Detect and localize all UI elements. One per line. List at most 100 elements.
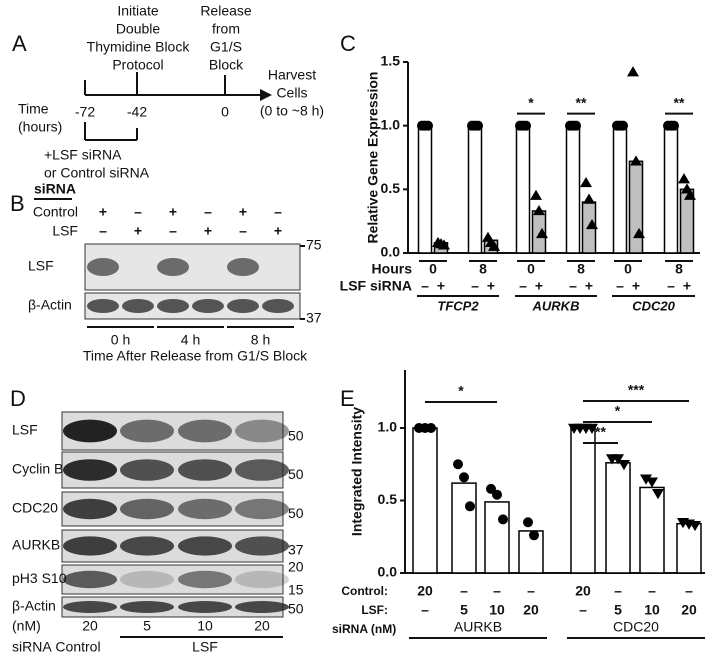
marker-label: 50 xyxy=(288,466,304,482)
band xyxy=(178,536,232,556)
bar xyxy=(570,427,596,574)
x-tick-label: + xyxy=(585,278,593,294)
caption: Time After Release from G1/S Block xyxy=(83,348,308,364)
blot-label: LSF xyxy=(12,422,38,438)
bar xyxy=(676,522,702,574)
sign: – xyxy=(134,204,142,220)
sign: + xyxy=(169,204,177,220)
x-tick-label: 0 xyxy=(624,261,632,277)
sign: + xyxy=(274,223,282,239)
row-value: 20 xyxy=(523,602,539,618)
dose: 5 xyxy=(143,618,151,634)
sign: – xyxy=(274,204,282,220)
row-value: – xyxy=(493,583,501,599)
x-tick-label: 0 xyxy=(527,261,535,277)
data-point xyxy=(612,454,624,465)
row-value: – xyxy=(527,583,535,599)
row-value: – xyxy=(685,583,693,599)
data-point xyxy=(529,530,539,541)
x-tick-label: – xyxy=(471,278,479,294)
annotation: (0 to ~8 h) xyxy=(260,103,324,119)
band xyxy=(120,536,174,556)
blot-label: LSF xyxy=(28,258,54,274)
marker-label: 75 xyxy=(306,237,322,253)
blot-label: β-Actin xyxy=(28,297,72,313)
data-point xyxy=(646,477,658,488)
row-label: LSF: xyxy=(361,603,388,617)
band xyxy=(120,498,174,520)
data-point xyxy=(453,459,463,470)
band xyxy=(63,601,117,613)
bar xyxy=(417,124,433,254)
row-value: – xyxy=(460,583,468,599)
data-point xyxy=(530,189,542,200)
header: siRNA xyxy=(34,181,76,197)
row-label: LSF siRNA xyxy=(340,278,412,294)
row-label: siRNA (nM) xyxy=(332,622,396,636)
x-tick-label: + xyxy=(632,278,640,294)
x-tick-label: – xyxy=(667,278,675,294)
data-point xyxy=(459,472,469,483)
bar xyxy=(451,482,477,574)
marker-label: 37 xyxy=(288,542,304,558)
x-tick-label: 0 xyxy=(429,261,437,277)
band xyxy=(63,498,117,520)
x-tick-label: + xyxy=(683,278,691,294)
y-axis-label: Relative Gene Expression xyxy=(365,72,381,244)
band xyxy=(227,299,259,313)
significance: ** xyxy=(576,94,587,110)
data-point xyxy=(536,227,548,239)
data-point xyxy=(492,489,502,500)
annotation: +LSF siRNA xyxy=(44,147,122,163)
row-value: 10 xyxy=(489,602,505,618)
x-tick-label: 8 xyxy=(675,261,683,277)
band xyxy=(157,299,189,313)
row-value: – xyxy=(648,583,656,599)
annotation: Thymidine Block xyxy=(87,39,191,55)
panel-letter: A xyxy=(12,31,27,56)
data-point xyxy=(586,218,598,230)
y-tick-label: 0.5 xyxy=(378,491,398,507)
row-label: Control xyxy=(33,204,78,220)
sign: – xyxy=(204,204,212,220)
data-point xyxy=(423,120,433,131)
tick-label: -42 xyxy=(127,104,147,120)
data-point xyxy=(633,227,645,239)
annotation: or Control siRNA xyxy=(44,165,150,181)
blot-label: CDC20 xyxy=(12,500,58,516)
x-tick-label: – xyxy=(519,278,527,294)
data-point xyxy=(473,120,483,131)
annotation: Double xyxy=(116,21,161,37)
bar xyxy=(612,124,628,254)
band xyxy=(120,459,174,481)
band xyxy=(227,258,259,276)
band xyxy=(262,299,294,313)
band xyxy=(87,299,119,313)
axis-label: Time xyxy=(18,101,49,117)
row-value: – xyxy=(421,602,429,618)
marker-label: 50 xyxy=(288,601,304,617)
significance: *** xyxy=(628,382,645,398)
sign: + xyxy=(239,204,247,220)
sign: – xyxy=(99,223,107,239)
band xyxy=(235,536,289,556)
x-tick-label: + xyxy=(437,278,445,294)
band xyxy=(235,570,289,589)
annotation: Harvest xyxy=(268,67,316,83)
data-point xyxy=(640,474,652,485)
data-point xyxy=(580,176,592,188)
band xyxy=(63,536,117,556)
x-tick-label: – xyxy=(569,278,577,294)
band xyxy=(235,498,289,520)
data-point xyxy=(586,423,598,434)
row-value: 5 xyxy=(614,602,622,618)
row-value: – xyxy=(614,583,622,599)
row-label: siRNA xyxy=(12,639,52,655)
bar xyxy=(412,427,438,574)
group-label: CDC20 xyxy=(613,619,659,635)
x-tick-label: – xyxy=(421,278,429,294)
row-value: 20 xyxy=(681,602,697,618)
dose: 10 xyxy=(197,618,213,634)
tick-label: 0 xyxy=(221,104,229,120)
